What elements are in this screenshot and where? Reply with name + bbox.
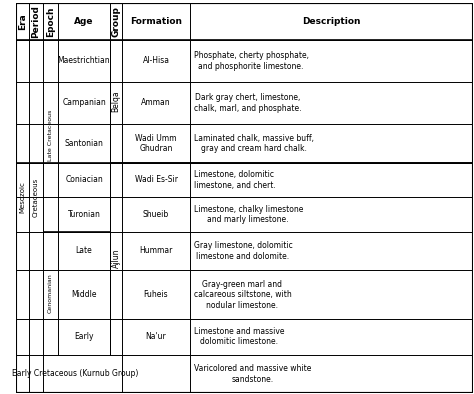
Text: Ajlun: Ajlun (111, 249, 120, 268)
Text: Santonian: Santonian (64, 139, 103, 148)
Text: Hummar: Hummar (139, 246, 173, 255)
Text: Amman: Amman (141, 98, 171, 108)
Text: Maestrichtian: Maestrichtian (58, 56, 110, 65)
Text: Limestone and massive
dolomitic limestone.: Limestone and massive dolomitic limeston… (193, 327, 284, 346)
Text: Dark gray chert, limestone,
chalk, marl, and phosphate.: Dark gray chert, limestone, chalk, marl,… (193, 93, 301, 113)
Text: Wadi Es-Sir: Wadi Es-Sir (135, 175, 178, 184)
Text: Cenomanian: Cenomanian (48, 273, 53, 313)
Text: Late: Late (76, 246, 92, 255)
Text: Era: Era (18, 13, 27, 30)
Text: Limestone, chalky limestone
and marly limestone.: Limestone, chalky limestone and marly li… (193, 204, 303, 224)
Text: Turonian: Turonian (68, 210, 100, 219)
Text: Early: Early (74, 332, 94, 341)
Text: Early Cretaceous (Kurnub Group): Early Cretaceous (Kurnub Group) (12, 370, 139, 378)
Text: Laminated chalk, massive buff,
gray and cream hard chalk.: Laminated chalk, massive buff, gray and … (193, 134, 313, 153)
Text: Al-Hisa: Al-Hisa (143, 56, 170, 65)
Text: Period: Period (31, 5, 40, 38)
Text: Fuheis: Fuheis (144, 290, 168, 299)
Text: Shueib: Shueib (143, 210, 169, 219)
Text: Group: Group (111, 6, 120, 37)
Text: Gray limestone, dolomitic
limestone and dolomite.: Gray limestone, dolomitic limestone and … (193, 241, 292, 260)
Text: Late Cretaceous: Late Cretaceous (48, 110, 53, 162)
Text: Limestone, dolomitic
limestone, and chert.: Limestone, dolomitic limestone, and cher… (193, 170, 275, 190)
Text: Cretaceous: Cretaceous (33, 178, 39, 217)
Text: Phosphate, cherty phosphate,
and phosphorite limestone.: Phosphate, cherty phosphate, and phospho… (193, 51, 309, 71)
Text: Wadi Umm
Ghudran: Wadi Umm Ghudran (135, 134, 177, 153)
Text: Varicolored and massive white
sandstone.: Varicolored and massive white sandstone. (193, 364, 311, 384)
Text: Belqa: Belqa (111, 91, 120, 112)
Text: Middle: Middle (71, 290, 97, 299)
Text: Formation: Formation (130, 17, 182, 26)
Text: Gray-green marl and
calcareous siltstone, with
nodular limestone.: Gray-green marl and calcareous siltstone… (193, 280, 291, 310)
Text: Mesozoic: Mesozoic (19, 181, 26, 213)
Text: Description: Description (302, 17, 361, 26)
Text: Epoch: Epoch (46, 6, 55, 37)
Text: Age: Age (74, 17, 94, 26)
Text: Coniacian: Coniacian (65, 175, 103, 184)
Text: Na'ur: Na'ur (146, 332, 166, 341)
Text: Campanian: Campanian (62, 98, 106, 108)
